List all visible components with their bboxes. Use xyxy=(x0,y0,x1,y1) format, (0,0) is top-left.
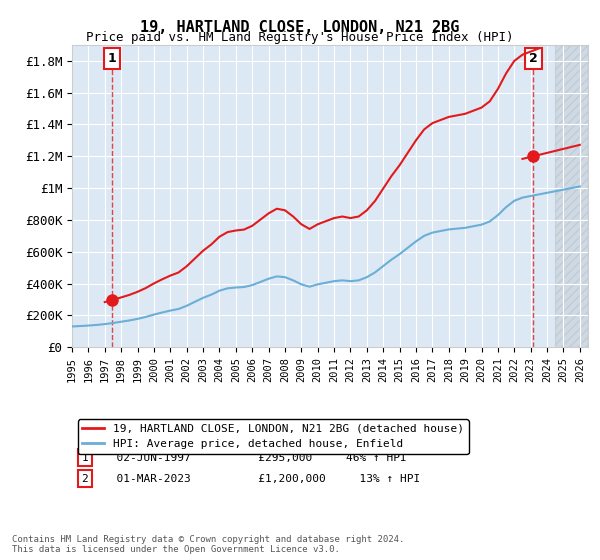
Text: 1: 1 xyxy=(82,452,88,463)
Text: 2: 2 xyxy=(529,52,538,65)
Text: 2: 2 xyxy=(82,474,88,484)
Legend: 19, HARTLAND CLOSE, LONDON, N21 2BG (detached house), HPI: Average price, detach: 19, HARTLAND CLOSE, LONDON, N21 2BG (det… xyxy=(77,419,469,454)
Text: This data is licensed under the Open Government Licence v3.0.: This data is licensed under the Open Gov… xyxy=(12,545,340,554)
Text: 19, HARTLAND CLOSE, LONDON, N21 2BG: 19, HARTLAND CLOSE, LONDON, N21 2BG xyxy=(140,20,460,35)
Text: Contains HM Land Registry data © Crown copyright and database right 2024.: Contains HM Land Registry data © Crown c… xyxy=(12,535,404,544)
Text: 1: 1 xyxy=(107,52,116,65)
Bar xyxy=(555,45,588,347)
Text: Price paid vs. HM Land Registry's House Price Index (HPI): Price paid vs. HM Land Registry's House … xyxy=(86,31,514,44)
Text: 02-JUN-1997          £295,000     46% ↑ HPI: 02-JUN-1997 £295,000 46% ↑ HPI xyxy=(103,452,407,463)
Text: 01-MAR-2023          £1,200,000     13% ↑ HPI: 01-MAR-2023 £1,200,000 13% ↑ HPI xyxy=(103,474,420,484)
